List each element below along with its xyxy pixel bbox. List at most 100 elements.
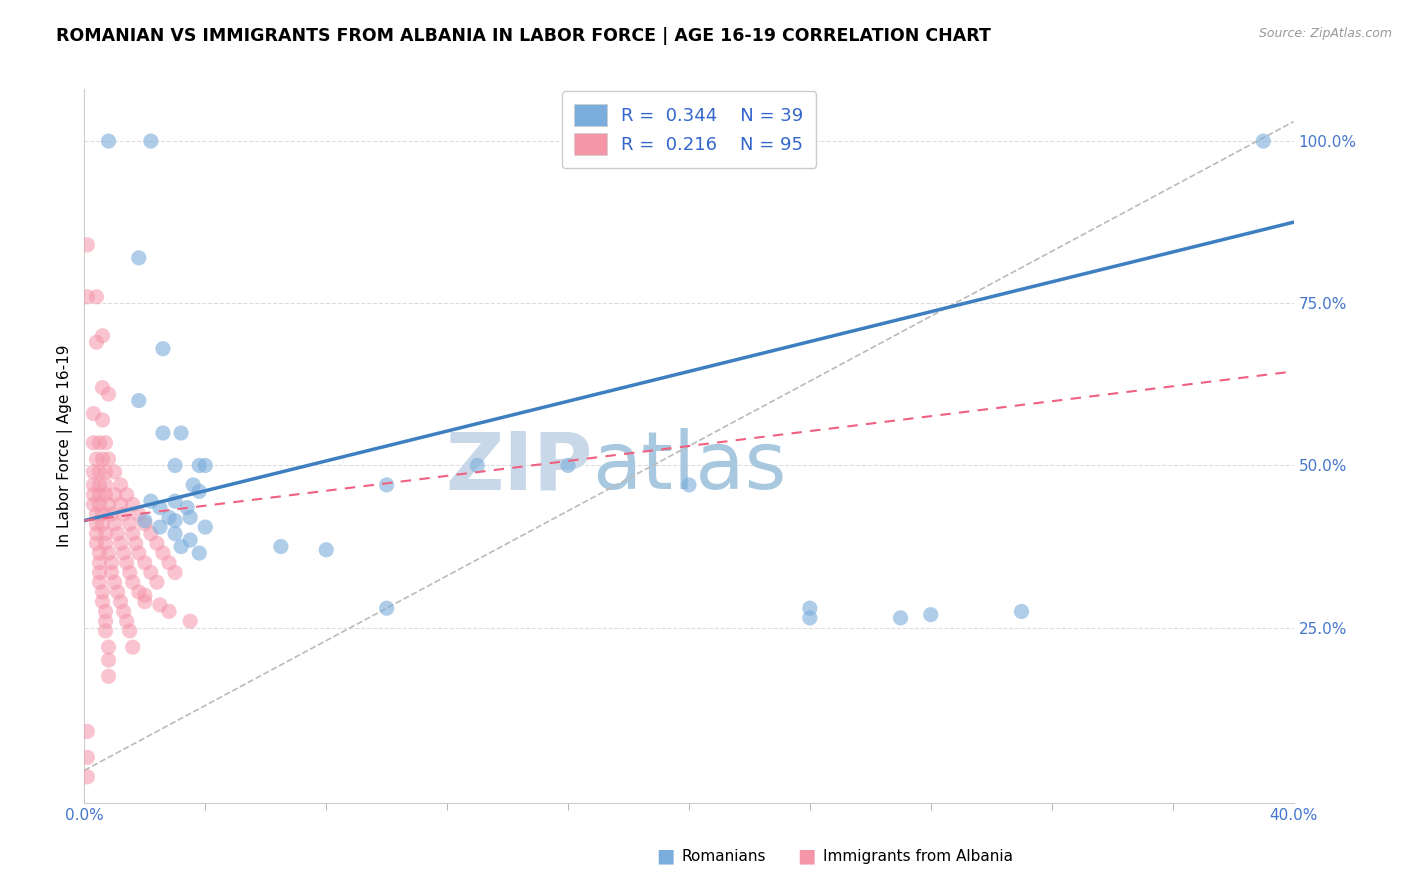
Point <box>89 435 111 450</box>
Point <box>157 604 180 618</box>
Point <box>104 465 127 479</box>
Point <box>107 526 129 541</box>
Point <box>920 607 942 622</box>
Point <box>110 595 132 609</box>
Point <box>149 500 172 515</box>
Point <box>139 526 162 541</box>
Point <box>94 604 117 618</box>
Point <box>152 425 174 440</box>
Point <box>181 478 204 492</box>
Point <box>86 507 108 521</box>
Point <box>97 653 120 667</box>
Text: ■: ■ <box>657 847 675 866</box>
Point <box>100 566 122 580</box>
Point <box>97 134 120 148</box>
Text: ZIP: ZIP <box>444 428 592 507</box>
Point <box>128 393 150 408</box>
Point <box>89 497 111 511</box>
Point <box>91 595 114 609</box>
Point <box>86 536 108 550</box>
Point <box>104 516 127 531</box>
Point <box>118 624 141 638</box>
Point <box>188 546 211 560</box>
Point <box>94 624 117 638</box>
Point <box>91 507 114 521</box>
Point <box>557 458 579 473</box>
Point <box>315 542 337 557</box>
Point <box>157 556 180 570</box>
Point <box>165 566 187 580</box>
Point <box>179 614 201 628</box>
Point <box>94 526 117 541</box>
Point <box>82 465 104 479</box>
Point <box>91 452 114 467</box>
Point <box>112 604 135 618</box>
Point <box>121 640 143 654</box>
Point <box>179 533 201 547</box>
Point <box>179 510 201 524</box>
Point <box>89 488 111 502</box>
Point <box>375 601 398 615</box>
Point <box>1011 604 1033 618</box>
Point <box>165 494 187 508</box>
Point <box>89 575 111 590</box>
Point <box>128 507 150 521</box>
Point <box>1253 134 1275 148</box>
Point <box>94 478 117 492</box>
Point <box>149 598 172 612</box>
Point <box>91 328 114 343</box>
Point <box>100 507 122 521</box>
Y-axis label: In Labor Force | Age 16-19: In Labor Force | Age 16-19 <box>58 344 73 548</box>
Point <box>94 488 117 502</box>
Point <box>110 497 132 511</box>
Point <box>110 478 132 492</box>
Point <box>165 458 187 473</box>
Point <box>157 510 180 524</box>
Point <box>194 458 217 473</box>
Point <box>86 452 108 467</box>
Point <box>76 290 98 304</box>
Point <box>188 458 211 473</box>
Point <box>104 575 127 590</box>
Point <box>82 497 104 511</box>
Point <box>82 478 104 492</box>
Point <box>86 526 108 541</box>
Point <box>128 251 150 265</box>
Point <box>94 536 117 550</box>
Point <box>134 595 156 609</box>
Point <box>76 238 98 252</box>
Point <box>86 290 108 304</box>
Point <box>152 342 174 356</box>
Point <box>89 478 111 492</box>
Point <box>188 484 211 499</box>
Point <box>890 611 912 625</box>
Point <box>112 546 135 560</box>
Point <box>91 413 114 427</box>
Point <box>91 516 114 531</box>
Point <box>270 540 292 554</box>
Point <box>97 640 120 654</box>
Point <box>82 488 104 502</box>
Point <box>110 536 132 550</box>
Point <box>97 497 120 511</box>
Point <box>91 381 114 395</box>
Text: ■: ■ <box>797 847 815 866</box>
Text: Immigrants from Albania: Immigrants from Albania <box>823 849 1012 863</box>
Point <box>170 425 193 440</box>
Point <box>94 435 117 450</box>
Point <box>194 520 217 534</box>
Point <box>89 556 111 570</box>
Point <box>139 566 162 580</box>
Legend: R =  0.344    N = 39, R =  0.216    N = 95: R = 0.344 N = 39, R = 0.216 N = 95 <box>562 91 815 168</box>
Point <box>146 575 169 590</box>
Point <box>94 465 117 479</box>
Point <box>97 387 120 401</box>
Point <box>82 435 104 450</box>
Point <box>115 488 138 502</box>
Text: ROMANIAN VS IMMIGRANTS FROM ALBANIA IN LABOR FORCE | AGE 16-19 CORRELATION CHART: ROMANIAN VS IMMIGRANTS FROM ALBANIA IN L… <box>56 27 991 45</box>
Point <box>152 546 174 560</box>
Point <box>115 556 138 570</box>
Point <box>76 770 98 784</box>
Point <box>89 546 111 560</box>
Point <box>104 488 127 502</box>
